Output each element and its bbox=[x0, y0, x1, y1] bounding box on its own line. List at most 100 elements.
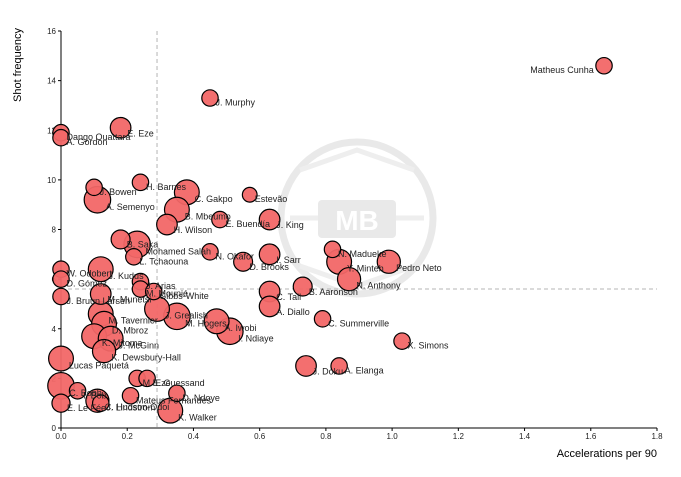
data-point bbox=[52, 287, 70, 306]
y-axis-label: Shot frequency bbox=[12, 28, 24, 102]
point-label: J. Doku bbox=[313, 367, 344, 377]
data-point bbox=[85, 178, 103, 197]
point-label: K. Mitoma bbox=[102, 338, 143, 348]
point-label: X. Simons bbox=[408, 341, 450, 351]
x-tick-label: 0.0 bbox=[55, 432, 67, 441]
point-label: K. Dewsbury-Hall bbox=[111, 352, 181, 362]
point-label: J. Bowen bbox=[100, 187, 137, 197]
data-point bbox=[330, 357, 348, 375]
y-tick-label: 10 bbox=[47, 176, 56, 185]
data-point bbox=[241, 186, 258, 203]
data-point bbox=[131, 173, 150, 192]
data-point bbox=[89, 283, 112, 305]
data-point bbox=[87, 256, 114, 283]
point-label: J. McGinn bbox=[118, 340, 159, 350]
point-label: B. Saka bbox=[127, 240, 159, 250]
point-label: B. Aaronson bbox=[309, 287, 358, 297]
x-tick-label: 0.4 bbox=[188, 432, 200, 441]
data-point bbox=[121, 386, 140, 405]
data-point bbox=[258, 208, 281, 231]
point-label: Pedro Neto bbox=[396, 263, 442, 273]
x-tick-label: 0.2 bbox=[122, 432, 134, 441]
point-label: Estevão bbox=[255, 194, 288, 204]
data-point bbox=[323, 240, 342, 259]
point-label: A. Semenyo bbox=[106, 202, 155, 212]
y-tick-label: 16 bbox=[47, 27, 56, 36]
point-label: A. Elanga bbox=[345, 365, 384, 375]
data-point bbox=[233, 251, 254, 272]
svg-text:MB: MB bbox=[335, 205, 379, 236]
point-label: K. Walker bbox=[178, 412, 217, 422]
x-axis-label: Accelerations per 90 bbox=[557, 448, 657, 460]
x-tick-label: 0.8 bbox=[320, 432, 332, 441]
point-label: C. Hudson-Odoi bbox=[105, 402, 170, 412]
x-tick-label: 1.4 bbox=[519, 432, 531, 441]
data-point bbox=[51, 393, 71, 413]
data-point bbox=[109, 116, 132, 139]
point-label: M. Mounié bbox=[146, 289, 188, 299]
point-label: H. Barnes bbox=[146, 182, 187, 192]
point-label: I. Bob bbox=[83, 390, 107, 400]
point-label: C. Summerville bbox=[328, 318, 389, 328]
point-label: C. Bobb bbox=[69, 388, 102, 398]
point-label: N. Anthony bbox=[356, 280, 401, 290]
point-label: M. Hogers bbox=[185, 319, 227, 329]
point-label: N. Okafor bbox=[216, 251, 255, 261]
y-tick-label: 0 bbox=[52, 424, 57, 433]
data-point bbox=[292, 276, 313, 297]
point-label: M. Tavernier bbox=[109, 316, 158, 326]
data-point bbox=[91, 394, 110, 412]
x-tick-label: 0.6 bbox=[254, 432, 266, 441]
point-label: I. Ndiaye bbox=[238, 334, 274, 344]
y-tick-label: 14 bbox=[47, 77, 56, 86]
point-label: M. Munetsi bbox=[107, 295, 151, 305]
point-label: J. Lindstrom bbox=[106, 403, 155, 413]
x-tick-label: 1.8 bbox=[651, 432, 663, 441]
data-point bbox=[313, 310, 332, 328]
point-label: D. Ndoye bbox=[182, 393, 220, 403]
data-point bbox=[168, 384, 186, 403]
point-label: J. Grealish bbox=[165, 311, 208, 321]
x-tick-label: 1.0 bbox=[387, 432, 399, 441]
y-tick-label: 4 bbox=[52, 325, 57, 334]
point-label: N. Madueke bbox=[338, 249, 387, 259]
x-tick-label: 1.2 bbox=[453, 432, 465, 441]
point-label: Mateus Fernandes bbox=[136, 395, 212, 405]
point-label: Lucas Paquetá bbox=[69, 360, 129, 370]
point-label: M. Eze bbox=[143, 378, 171, 388]
point-label: H. Wilson bbox=[174, 225, 213, 235]
point-label: W. Odobert bbox=[67, 269, 113, 279]
x-tick-label: 1.6 bbox=[585, 432, 597, 441]
data-point bbox=[110, 229, 131, 250]
data-point bbox=[203, 308, 230, 335]
point-label: D. Mbroz bbox=[112, 326, 149, 336]
point-label: Gibbs-White bbox=[159, 291, 209, 301]
point-label: C. Gakpo bbox=[195, 194, 233, 204]
point-label: E. Eze bbox=[127, 128, 154, 138]
point-label: E. Buendía bbox=[225, 219, 270, 229]
data-point bbox=[68, 381, 87, 400]
data-point bbox=[47, 345, 74, 372]
point-label: J. Arias bbox=[146, 281, 176, 291]
point-label: J. Bruun Larsen bbox=[67, 296, 131, 306]
point-label: A. Diallo bbox=[276, 307, 310, 317]
point-label: C. Tall bbox=[276, 292, 301, 302]
point-label: L. Tchaouna bbox=[139, 256, 188, 266]
data-point bbox=[336, 266, 362, 292]
watermark-logo: MB bbox=[277, 138, 437, 298]
y-tick-label: 12 bbox=[47, 126, 56, 135]
point-label: A. Iwobi bbox=[224, 323, 256, 333]
data-point bbox=[201, 89, 219, 107]
point-label: Y. Minteh bbox=[347, 264, 384, 274]
data-point bbox=[393, 332, 411, 350]
point-label: J. King bbox=[276, 220, 304, 230]
data-point bbox=[138, 369, 156, 388]
data-point bbox=[125, 247, 143, 266]
point-label: E. Le Fée bbox=[67, 403, 106, 413]
point-label: D. Brooks bbox=[249, 262, 289, 272]
point-label: D. Gómez bbox=[67, 279, 108, 289]
data-point bbox=[91, 338, 117, 364]
data-point bbox=[595, 56, 613, 75]
data-point bbox=[201, 243, 219, 261]
